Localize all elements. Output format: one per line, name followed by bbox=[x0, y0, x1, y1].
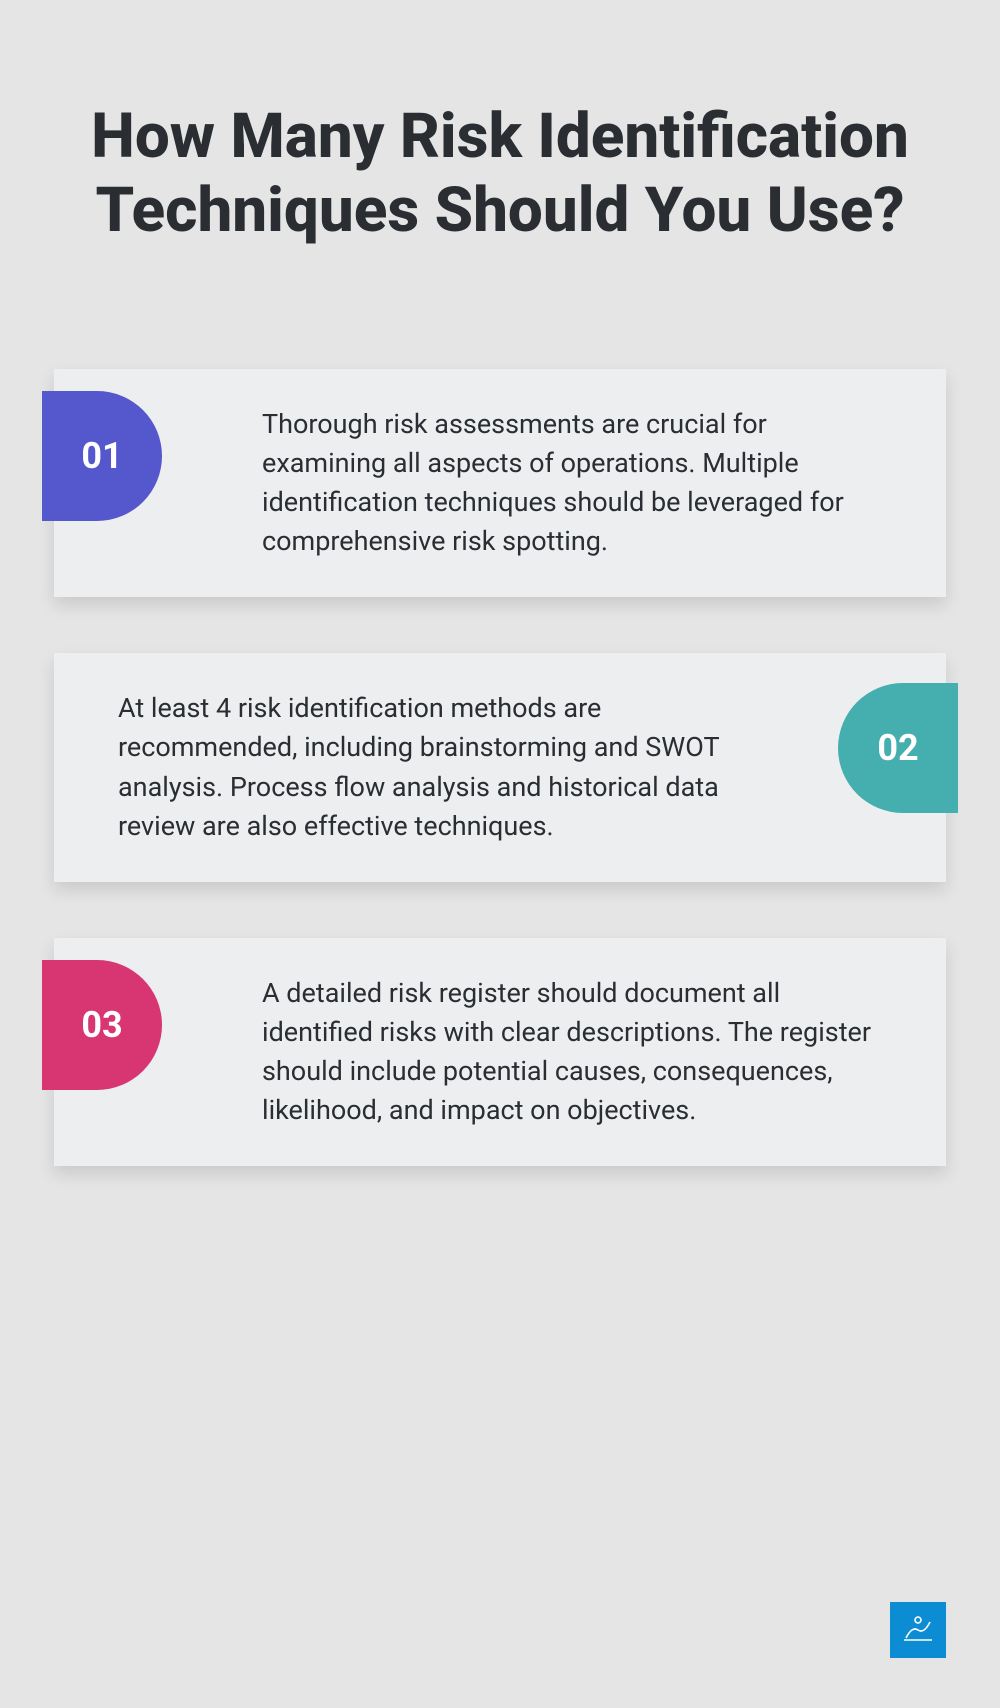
badge-2-number: 02 bbox=[877, 727, 918, 769]
badge-1: 01 bbox=[42, 391, 162, 521]
card-2: At least 4 risk identification methods a… bbox=[54, 653, 946, 882]
badge-3: 03 bbox=[42, 960, 162, 1090]
logo-icon bbox=[890, 1602, 946, 1658]
card-3-text: A detailed risk register should document… bbox=[262, 974, 882, 1131]
card-1: 01 Thorough risk assessments are crucial… bbox=[54, 369, 946, 598]
page-title: How Many Risk Identification Techniques … bbox=[54, 100, 946, 249]
badge-3-number: 03 bbox=[81, 1004, 122, 1046]
card-1-text: Thorough risk assessments are crucial fo… bbox=[262, 405, 882, 562]
badge-1-number: 01 bbox=[81, 435, 122, 477]
badge-2: 02 bbox=[838, 683, 958, 813]
card-2-text: At least 4 risk identification methods a… bbox=[118, 689, 738, 846]
content-container: How Many Risk Identification Techniques … bbox=[0, 0, 1000, 1166]
card-3: 03 A detailed risk register should docum… bbox=[54, 938, 946, 1167]
